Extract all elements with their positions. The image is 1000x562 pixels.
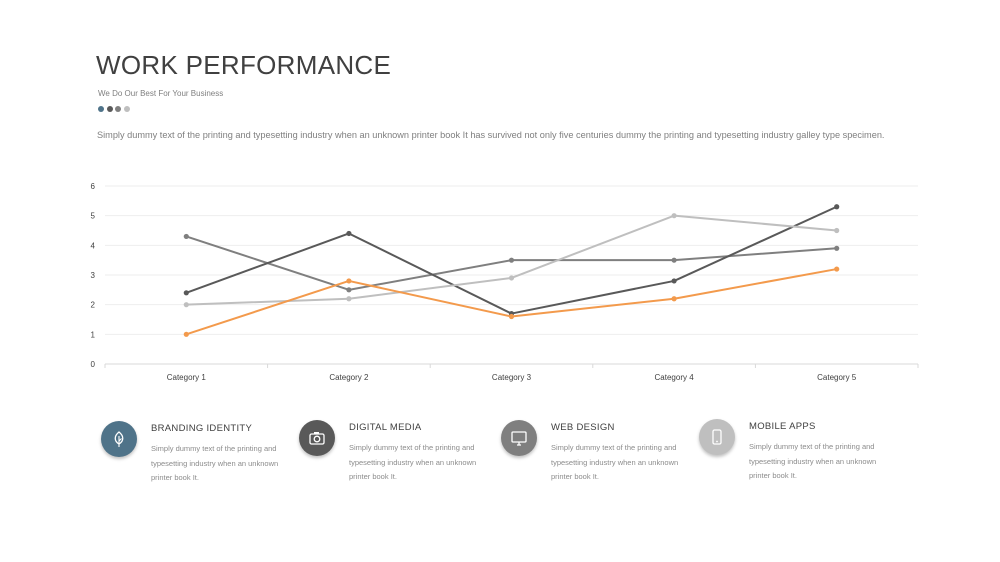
- data-point: [834, 266, 840, 272]
- feature-icon-circle: [101, 421, 137, 457]
- feature-title: DIGITAL MEDIA: [349, 422, 422, 433]
- camera-icon: [309, 432, 325, 445]
- page-subtitle: We Do Our Best For Your Business: [98, 89, 224, 98]
- dot-2: [106, 106, 113, 112]
- dot-1: [98, 106, 104, 112]
- feature-text: Simply dummy text of the printing and ty…: [151, 444, 279, 482]
- feature-text: Simply dummy text of the printing and ty…: [551, 443, 679, 481]
- y-tick-label: 5: [91, 212, 96, 221]
- x-tick-label: Category 3: [492, 373, 532, 382]
- mobile-icon: [712, 429, 722, 445]
- y-tick-label: 1: [91, 330, 96, 339]
- decorative-dots: [98, 106, 130, 112]
- data-point: [834, 227, 840, 234]
- data-point: [671, 213, 677, 219]
- x-tick-label: Category 1: [167, 373, 207, 382]
- data-point: [346, 287, 352, 293]
- data-point: [671, 296, 677, 302]
- series-line-1: [185, 235, 837, 291]
- data-point: [346, 230, 352, 237]
- y-tick-label: 6: [91, 182, 96, 191]
- dot-4: [123, 106, 130, 112]
- data-point: [671, 278, 677, 284]
- data-point: [183, 290, 189, 296]
- x-tick-label: Category 4: [655, 373, 695, 382]
- y-tick-label: 2: [91, 301, 96, 310]
- dot-3: [115, 106, 121, 112]
- monitor-icon: [511, 431, 527, 446]
- feature-text: Simply dummy text of the printing and ty…: [749, 442, 877, 480]
- feature-title: WEB DESIGN: [551, 422, 615, 433]
- x-tick-label: Category 2: [329, 373, 369, 382]
- data-point: [508, 313, 515, 320]
- y-tick-label: 4: [91, 241, 96, 250]
- feature-icon-circle: [501, 420, 537, 456]
- data-point: [346, 278, 352, 284]
- data-point: [834, 204, 840, 210]
- y-tick-label: 3: [91, 271, 96, 280]
- data-point: [834, 245, 840, 251]
- data-point: [346, 296, 352, 302]
- line-chart: 0 1 2 3 4 5 6 Category 1 Category 2 Category 3 Cat…: [91, 182, 919, 382]
- feature-icon-circle: [299, 420, 335, 456]
- leaf-icon: [114, 431, 124, 447]
- feature-title: MOBILE APPS: [749, 421, 816, 432]
- feature-icon-circle: [699, 419, 735, 455]
- page-title: WORK PERFORMANCE: [96, 50, 392, 80]
- x-tick-label: Category 5: [817, 373, 857, 382]
- data-point: [508, 257, 515, 263]
- y-tick-label: 0: [91, 360, 96, 369]
- feature-text: Simply dummy text of the printing and ty…: [349, 443, 477, 481]
- data-point: [183, 302, 189, 308]
- data-point: [508, 275, 515, 281]
- data-point: [671, 257, 677, 263]
- data-point: [183, 233, 189, 240]
- feature-title: BRANDING IDENTITY: [151, 423, 253, 434]
- data-point: [183, 331, 189, 337]
- intro-description: Simply dummy text of the printing and ty…: [97, 130, 885, 140]
